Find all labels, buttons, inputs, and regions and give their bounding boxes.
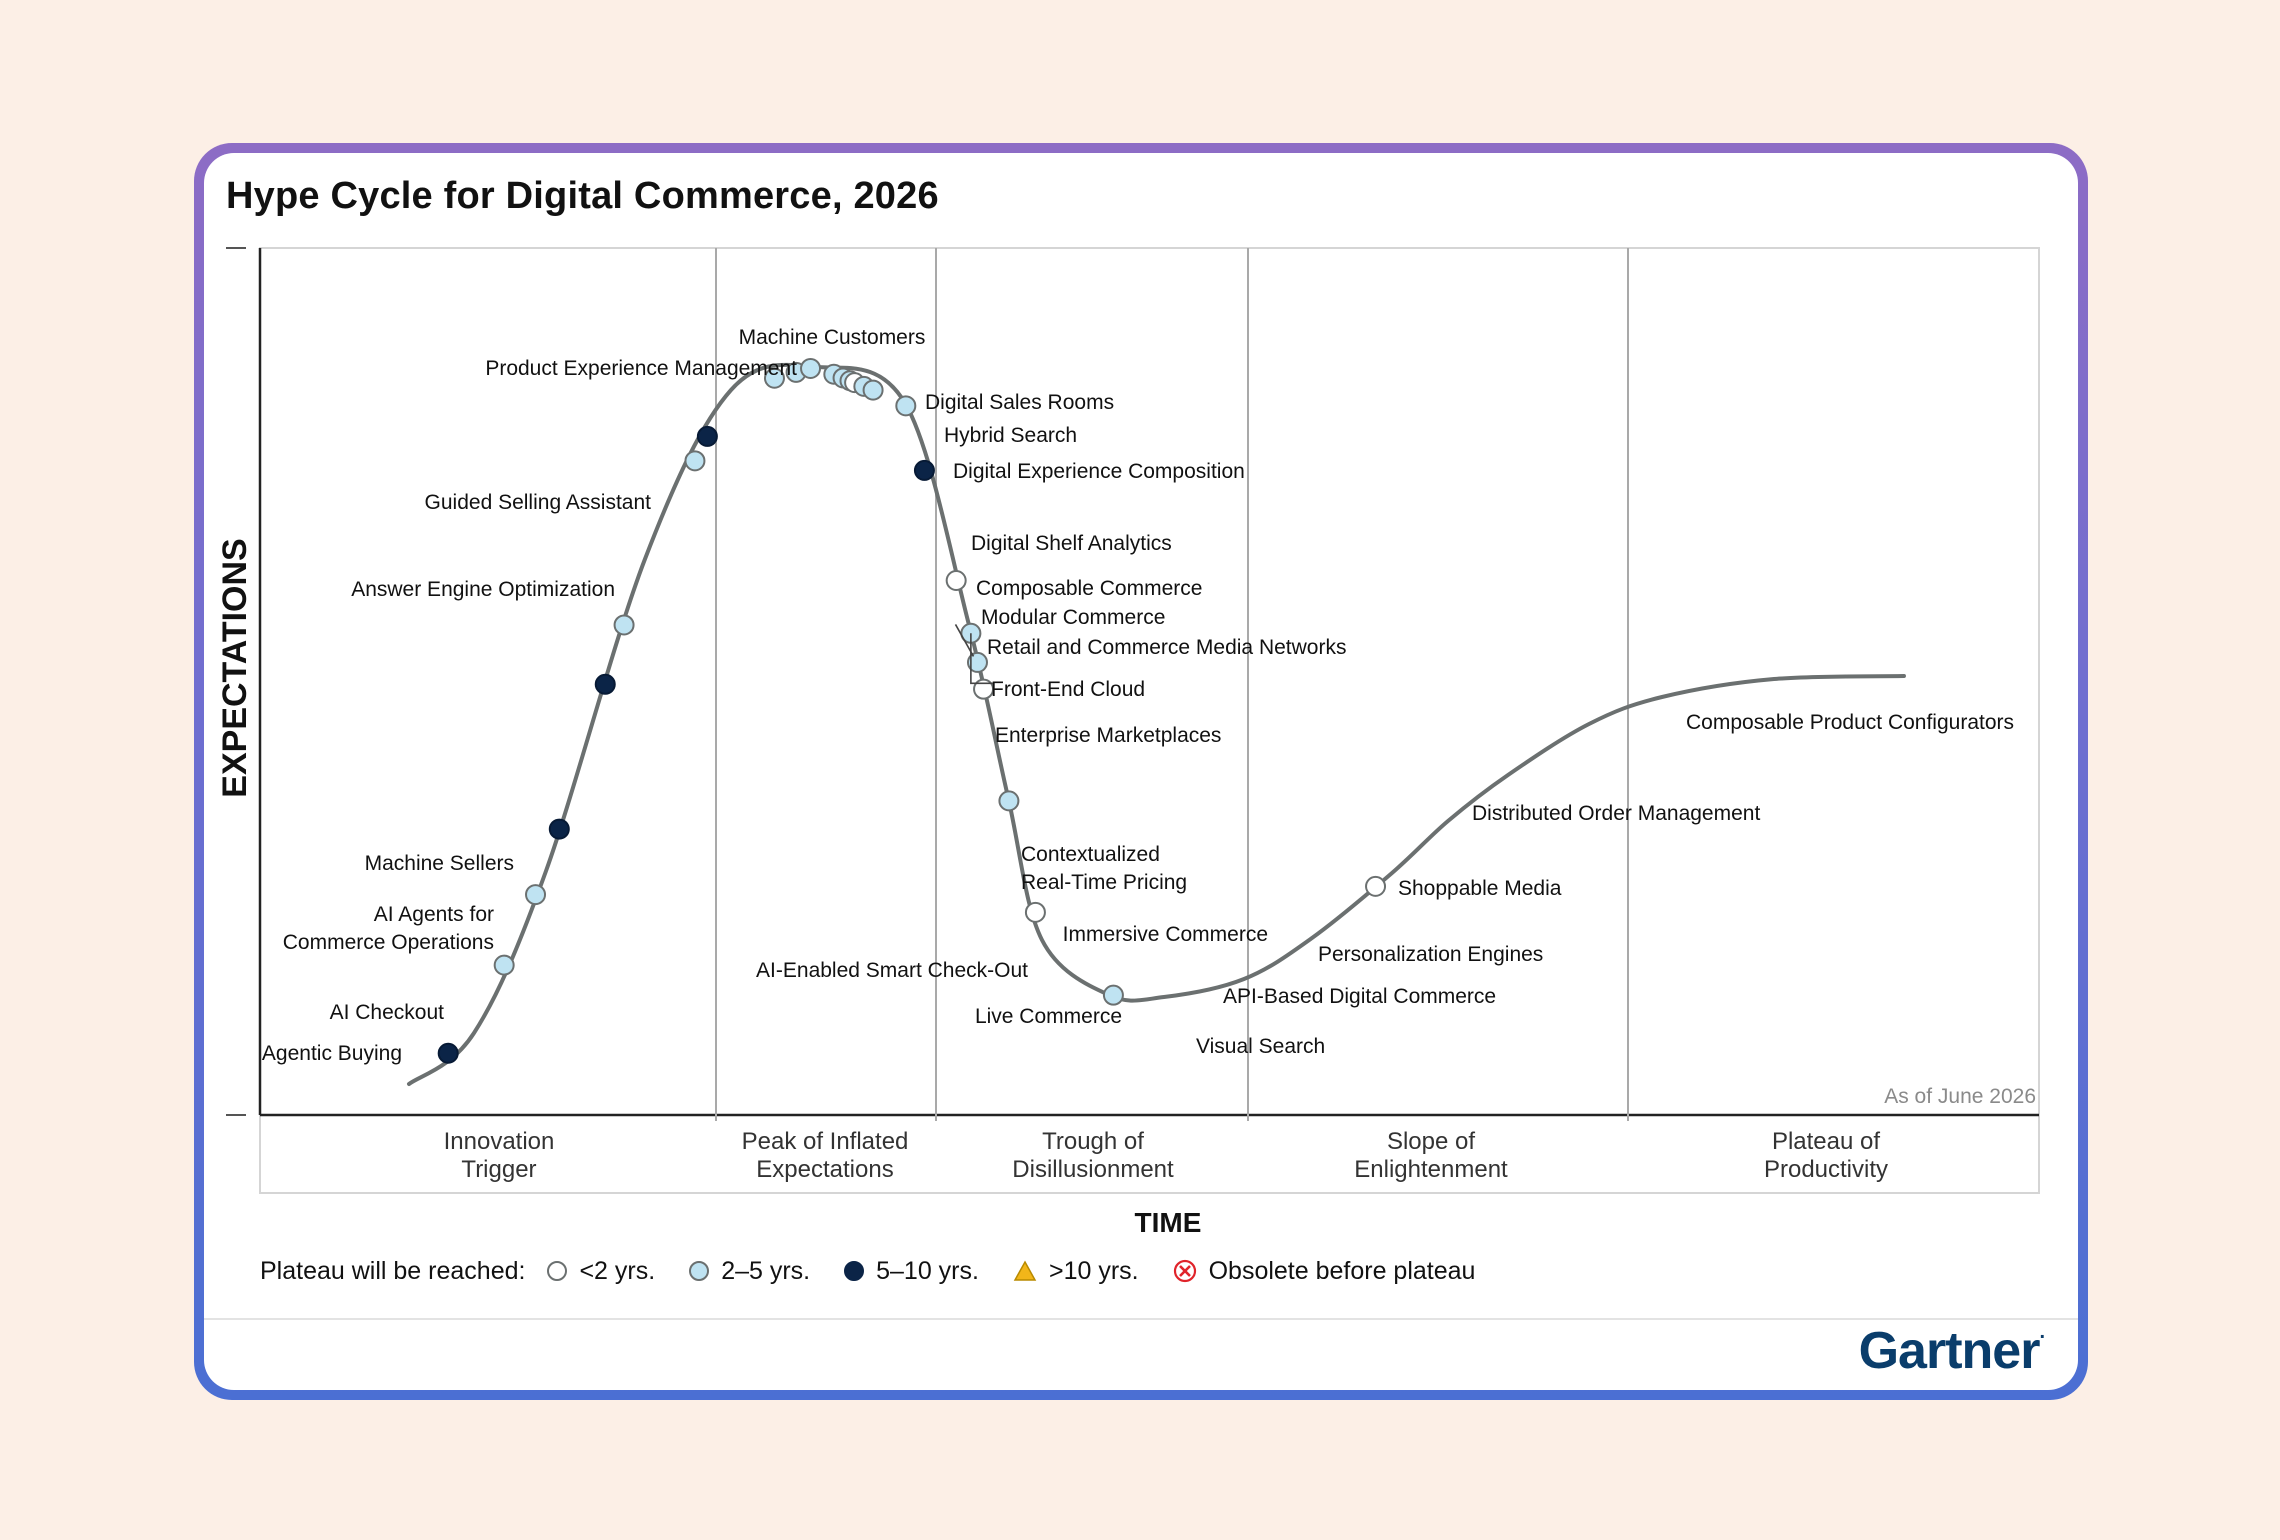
registered-mark-icon: . [2039, 1321, 2044, 1343]
data-point-marker [696, 425, 718, 447]
data-point-marker [998, 790, 1020, 812]
data-point-label: Product Experience Management [485, 357, 797, 380]
as-of-note: As of June 2026 [1884, 1085, 2036, 1108]
data-point-label: Digital Shelf Analytics [971, 532, 1172, 555]
data-point-marker [613, 614, 635, 636]
legend-item-label: Obsolete before plateau [1208, 1256, 1476, 1285]
data-point-marker [1024, 901, 1046, 923]
hype-cycle-chart: Agentic Buying AI Checkout AI Agents for Co… [216, 247, 2040, 1238]
data-point-label: Distributed Order Management [1472, 802, 1760, 825]
data-point-label: Composable Product Configurators [1686, 711, 2014, 734]
phase-label: Trigger [461, 1156, 536, 1183]
legend-item-lt2: <2 yrs. [547, 1257, 655, 1286]
data-point-label: Shoppable Media [1398, 877, 1562, 900]
legend-circle-white-icon [547, 1261, 568, 1281]
phase-label: Peak of Inflated [742, 1128, 909, 1155]
footer-divider [204, 1318, 2078, 1320]
legend-item-gt10: >10 yrs. [1013, 1257, 1139, 1286]
data-point-label: Answer Engine Optimization [351, 578, 615, 601]
y-axis-label: EXPECTATIONS [216, 538, 254, 797]
data-point-marker [973, 678, 995, 700]
data-point-marker [945, 570, 967, 592]
legend-item-2to5: 2–5 yrs. [689, 1257, 810, 1286]
data-point-label: AI-Enabled Smart Check-Out [756, 959, 1028, 982]
legend-circle-lightblue-icon [689, 1261, 710, 1281]
data-point-label: AI Checkout [330, 1001, 445, 1024]
data-point-label: Digital Experience Composition [953, 460, 1245, 483]
data-point-marker [862, 379, 884, 401]
phase-label: Plateau of [1772, 1128, 1880, 1155]
data-point-label: Immersive Commerce [1063, 923, 1268, 946]
phase-label: Slope of [1387, 1128, 1475, 1155]
data-point-marker [966, 651, 988, 673]
data-point-label: AI Agents for Commerce Operations [283, 903, 494, 954]
data-point-label: Front-End Cloud [991, 678, 1145, 701]
data-point-label: Agentic Buying [262, 1042, 402, 1065]
legend: Plateau will be reached: <2 yrs. 2–5 yrs… [260, 1253, 1509, 1289]
point-labels: Agentic Buying AI Checkout AI Agents for Co… [262, 326, 2014, 1065]
hype-curve-line [407, 362, 1906, 1086]
data-point-marker [594, 673, 616, 695]
legend-item-5to10: 5–10 yrs. [844, 1257, 979, 1286]
x-axis-label: TIME [1135, 1207, 1202, 1238]
legend-item-label: >10 yrs. [1048, 1256, 1139, 1285]
chart-card: Hype Cycle for Digital Commerce, 2026 Ag… [204, 153, 2078, 1390]
hype-curve [407, 362, 1906, 1086]
data-point-label: Contextualized Real-Time Pricing [1021, 843, 1187, 894]
phase-label: Disillusionment [1012, 1156, 1174, 1183]
data-point-marker [525, 884, 547, 906]
gartner-logo: Gartner. [1858, 1321, 2045, 1381]
plot-frame [226, 247, 2040, 1194]
data-point-marker [684, 450, 706, 472]
phase-label: Innovation [444, 1128, 555, 1155]
data-point-label: Guided Selling Assistant [425, 491, 652, 514]
data-point-label: Modular Commerce [981, 606, 1165, 629]
legend-item-label: 5–10 yrs. [876, 1256, 979, 1285]
data-point-label: Personalization Engines [1318, 943, 1543, 966]
legend-item-obsolete: Obsolete before plateau [1173, 1256, 1476, 1286]
data-point-label: Composable Commerce [976, 577, 1202, 600]
data-point-marker [1365, 875, 1387, 897]
data-point-marker [437, 1042, 459, 1064]
data-point-label: Enterprise Marketplaces [995, 724, 1221, 747]
legend-label: Plateau will be reached: [260, 1256, 526, 1285]
phase-label: Trough of [1042, 1128, 1144, 1155]
data-point-marker [763, 367, 785, 389]
legend-item-label: 2–5 yrs. [721, 1256, 811, 1285]
data-point-label: Live Commerce [975, 1005, 1122, 1028]
data-point-marker [895, 395, 917, 417]
data-point-label: Machine Sellers [365, 852, 514, 875]
data-point-marker [548, 818, 570, 840]
data-point-label: API-Based Digital Commerce [1223, 985, 1496, 1008]
data-point-marker [913, 459, 935, 481]
legend-circle-navy-icon [844, 1261, 865, 1281]
brand-text: Gartner [1858, 1322, 2041, 1380]
data-point-label: Retail and Commerce Media Networks [987, 636, 1346, 659]
legend-triangle-icon [1013, 1260, 1037, 1281]
data-point-marker [1102, 984, 1124, 1006]
leader-line [970, 633, 993, 685]
phase-label: Productivity [1764, 1156, 1888, 1183]
data-point-label: Visual Search [1196, 1035, 1325, 1058]
data-point-label: Machine Customers [739, 326, 926, 349]
data-point-marker [800, 357, 822, 379]
data-point-label: Hybrid Search [944, 424, 1077, 447]
legend-item-label: <2 yrs. [579, 1256, 656, 1285]
leader-line [954, 624, 975, 657]
data-point-marker [493, 954, 515, 976]
chart-title: Hype Cycle for Digital Commerce, 2026 [226, 175, 939, 217]
data-point-label: Digital Sales Rooms [925, 391, 1114, 414]
data-points [437, 357, 1387, 1064]
legend-obsolete-x-icon [1173, 1259, 1196, 1283]
phase-label: Enlightenment [1354, 1156, 1508, 1183]
phase-label: Expectations [756, 1156, 893, 1183]
